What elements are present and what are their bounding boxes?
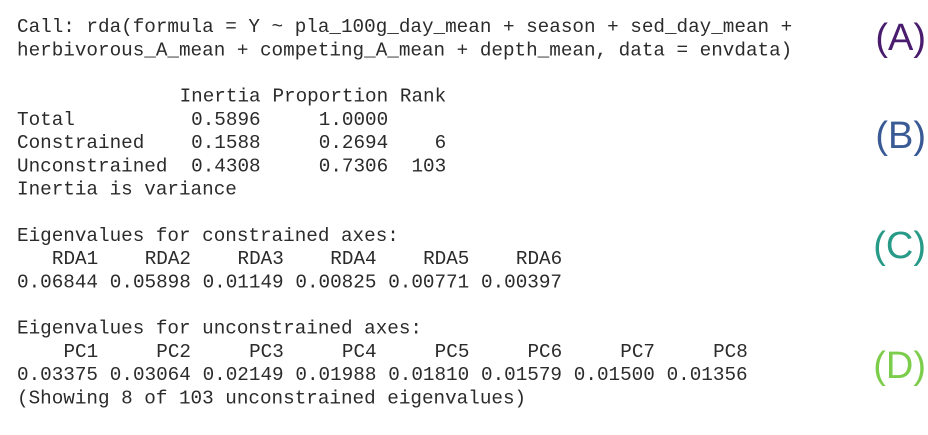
- eigenvalue: 0.02149: [203, 364, 284, 386]
- eigenvalue: 0.00397: [481, 271, 562, 293]
- axis-name: PC1: [63, 341, 98, 363]
- table-header: Rank: [400, 86, 446, 108]
- table-header: Proportion: [272, 86, 388, 108]
- eigenvalue: 0.00771: [388, 271, 469, 293]
- eigenvalue: 0.03064: [110, 364, 191, 386]
- axis-name: RDA6: [516, 248, 562, 270]
- eigenvalue: 0.06844: [17, 271, 98, 293]
- axis-name: RDA1: [52, 248, 98, 270]
- table-header: Inertia: [180, 86, 261, 108]
- axis-name: PC7: [620, 341, 655, 363]
- eigenvalue: 0.00825: [295, 271, 376, 293]
- axis-name: RDA2: [145, 248, 191, 270]
- row-label: Unconstrained: [17, 155, 167, 177]
- table-cell: 0.7306: [319, 155, 388, 177]
- section-label: (A): [875, 17, 926, 59]
- eigenvalue: 0.01579: [481, 364, 562, 386]
- eigenvalue: 0.01810: [388, 364, 469, 386]
- row-label: Constrained: [17, 132, 144, 154]
- section-label: (D): [873, 345, 926, 387]
- eigenvalue: 0.03375: [17, 364, 98, 386]
- section-label: (B): [875, 115, 926, 157]
- call-line: herbivorous_A_mean + competing_A_mean + …: [17, 39, 792, 61]
- table-cell: 0.4308: [191, 155, 260, 177]
- note: Inertia is variance: [17, 178, 237, 200]
- call-line: Call: rda(formula = Y ~ pla_100g_day_mea…: [17, 16, 792, 38]
- eigenvalue: 0.05898: [110, 271, 191, 293]
- table-cell: 0.5896: [191, 109, 260, 131]
- table-cell: 0.2694: [319, 132, 388, 154]
- eigenvalue: 0.01500: [574, 364, 655, 386]
- axis-name: PC6: [527, 341, 562, 363]
- row-label: Total: [17, 109, 75, 131]
- eigenvalue: 0.01149: [203, 271, 284, 293]
- eigenvalue: 0.01988: [295, 364, 376, 386]
- section-label: (C): [873, 225, 926, 267]
- axis-name: RDA5: [423, 248, 469, 270]
- axis-name: PC2: [156, 341, 191, 363]
- axis-name: RDA4: [330, 248, 376, 270]
- heading: Eigenvalues for unconstrained axes:: [17, 318, 422, 340]
- table-cell: 6: [435, 132, 447, 154]
- table-cell: 103: [411, 155, 446, 177]
- axis-name: PC3: [249, 341, 284, 363]
- note: (Showing 8 of 103 unconstrained eigenval…: [17, 387, 526, 409]
- axis-name: RDA3: [238, 248, 284, 270]
- heading: Eigenvalues for constrained axes:: [17, 225, 399, 247]
- axis-name: PC8: [713, 341, 748, 363]
- axis-name: PC4: [342, 341, 377, 363]
- eigenvalue: 0.01356: [667, 364, 748, 386]
- table-cell: 0.1588: [191, 132, 260, 154]
- table-cell: 1.0000: [319, 109, 388, 131]
- axis-name: PC5: [435, 341, 470, 363]
